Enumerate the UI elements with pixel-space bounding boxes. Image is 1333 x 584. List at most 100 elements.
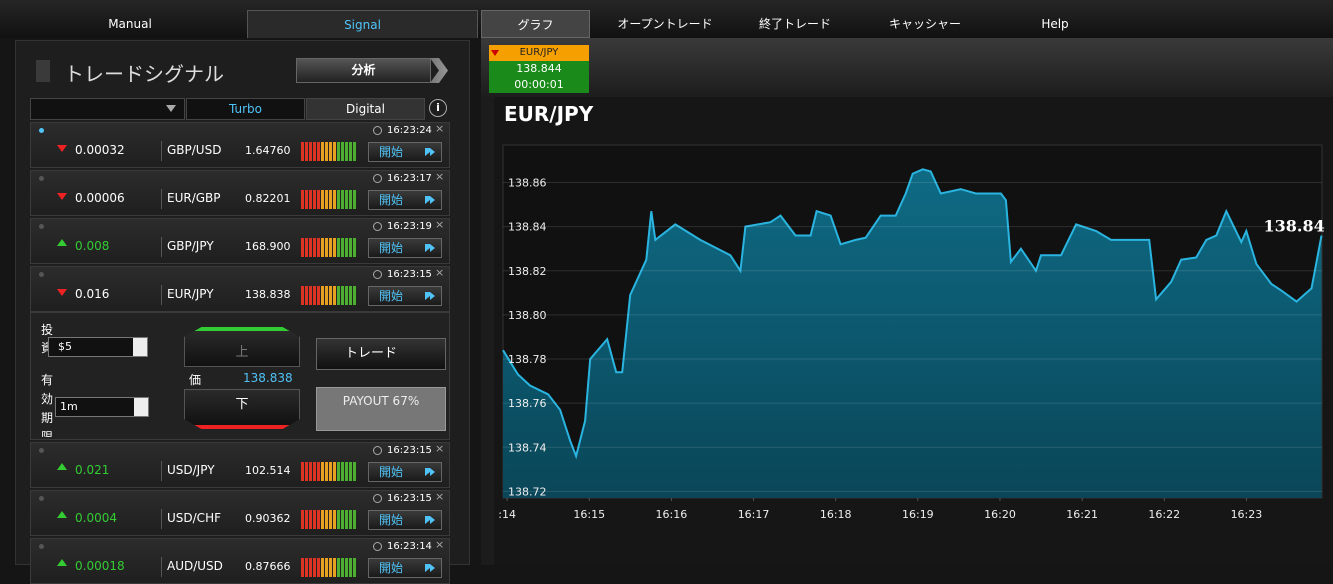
status-dot	[39, 176, 44, 181]
y-tick-label: 138.76	[508, 397, 547, 410]
filter-tab[interactable]: Digital	[306, 98, 425, 120]
start-button[interactable]: 開始	[368, 238, 442, 258]
close[interactable]: ×	[435, 170, 445, 183]
strength-bar	[305, 238, 308, 257]
nav-tab[interactable]: Help	[1041, 17, 1069, 31]
strength-bar	[321, 238, 324, 257]
trade-button[interactable]: トレード	[316, 338, 446, 370]
start-button[interactable]: 開始	[368, 462, 442, 482]
close[interactable]: ×	[435, 442, 445, 455]
time: 16:23:15	[387, 445, 432, 456]
button-arrows	[425, 564, 435, 572]
ticker-arrow	[491, 50, 499, 56]
nav-tab[interactable]: グラフ	[481, 10, 590, 38]
strength-bar	[309, 286, 312, 305]
x-tick-label: 16:16	[656, 508, 688, 521]
strength-bar	[349, 462, 352, 481]
strength-bar	[313, 558, 316, 577]
top-bar	[0, 0, 1333, 38]
select-arrow	[134, 398, 148, 416]
pair: AUD/USD	[167, 559, 223, 573]
panel-title: トレードシグナル	[64, 62, 224, 86]
separator	[161, 461, 162, 481]
close[interactable]: ×	[435, 538, 445, 551]
signal-row: 0.00006 EUR/GBP 0.82201 16:23:17 × 開始	[30, 170, 450, 216]
button-arrows	[425, 516, 435, 524]
info-icon[interactable]: i	[429, 99, 447, 117]
time: 16:23:15	[387, 269, 432, 280]
strength-bar	[337, 142, 340, 161]
nav-tab[interactable]: Signal	[247, 10, 478, 38]
close[interactable]: ×	[435, 122, 445, 135]
ticker-pair: EUR/JPY	[489, 45, 589, 61]
close[interactable]: ×	[435, 490, 445, 503]
investment-select[interactable]: $5	[48, 337, 148, 357]
strength-bar	[321, 190, 324, 209]
price: 0.82201	[245, 192, 291, 205]
strength-bar	[301, 286, 304, 305]
chevrons	[430, 58, 448, 83]
filter-dropdown[interactable]	[30, 98, 185, 120]
separator	[161, 237, 162, 257]
x-tick-label: 16:20	[984, 508, 1016, 521]
strength-bar	[333, 510, 336, 529]
up-button[interactable]: 上	[184, 327, 300, 367]
clock-icon	[373, 542, 382, 551]
direction-arrow	[57, 239, 67, 246]
strength-bar	[337, 558, 340, 577]
strength-bar	[329, 238, 332, 257]
strength-bar	[321, 462, 324, 481]
y-tick-label: 138.80	[508, 309, 547, 322]
strength-bar	[305, 462, 308, 481]
strength-bar	[317, 190, 320, 209]
strength-bar	[337, 510, 340, 529]
time: 16:23:24	[387, 125, 432, 136]
strength-bar	[349, 238, 352, 257]
title-icon	[36, 60, 50, 82]
strength-bar	[345, 190, 348, 209]
strength-bar	[301, 510, 304, 529]
strength-bar	[325, 190, 328, 209]
price: 102.514	[245, 464, 291, 477]
strength-bar	[305, 142, 308, 161]
clock-icon	[373, 126, 382, 135]
start-button[interactable]: 開始	[368, 190, 442, 210]
strength-bar	[329, 286, 332, 305]
status-dot	[39, 224, 44, 229]
down-button[interactable]: 下	[184, 389, 300, 429]
change: 0.016	[75, 287, 110, 301]
strength-bar	[321, 286, 324, 305]
strength-bar	[321, 558, 324, 577]
analyze-button[interactable]: 分析	[296, 58, 431, 83]
line	[502, 168, 1323, 460]
start-button[interactable]: 開始	[368, 510, 442, 530]
strength-bar	[349, 510, 352, 529]
strength-bar	[333, 190, 336, 209]
y-tick-label: 138.72	[508, 485, 547, 498]
filter-tab[interactable]: Turbo	[186, 98, 305, 120]
start-button[interactable]: 開始	[368, 286, 442, 306]
price: 1.64760	[245, 144, 291, 157]
time: 16:23:15	[387, 493, 432, 504]
close[interactable]: ×	[435, 218, 445, 231]
change: 0.00006	[75, 191, 125, 205]
expiry-select[interactable]: 1m	[55, 397, 149, 417]
clock-icon	[373, 222, 382, 231]
strength-bar	[337, 462, 340, 481]
nav-tab[interactable]: キャッシャー	[888, 17, 961, 31]
x-tick-label: :14	[498, 508, 516, 521]
y-tick-label: 138.82	[508, 265, 547, 278]
strength-bar	[321, 142, 324, 161]
nav-tab[interactable]: オープントレード	[617, 17, 713, 31]
time: 16:23:14	[387, 541, 432, 552]
close[interactable]: ×	[435, 266, 445, 279]
start-button[interactable]: 開始	[368, 142, 442, 162]
nav-tab[interactable]: Manual	[108, 17, 152, 31]
strength-bar	[353, 190, 356, 209]
x-tick-label: 16:15	[573, 508, 605, 521]
nav-tab[interactable]: 終了トレード	[758, 17, 831, 31]
start-button[interactable]: 開始	[368, 558, 442, 578]
status-dot	[39, 544, 44, 549]
strength-bar	[341, 142, 344, 161]
x-tick-label: 16:21	[1066, 508, 1098, 521]
